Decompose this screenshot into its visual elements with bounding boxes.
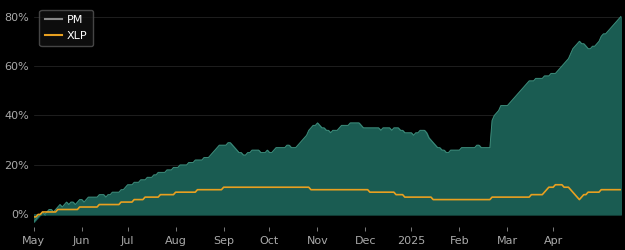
Legend: PM, XLP: PM, XLP: [39, 10, 93, 46]
